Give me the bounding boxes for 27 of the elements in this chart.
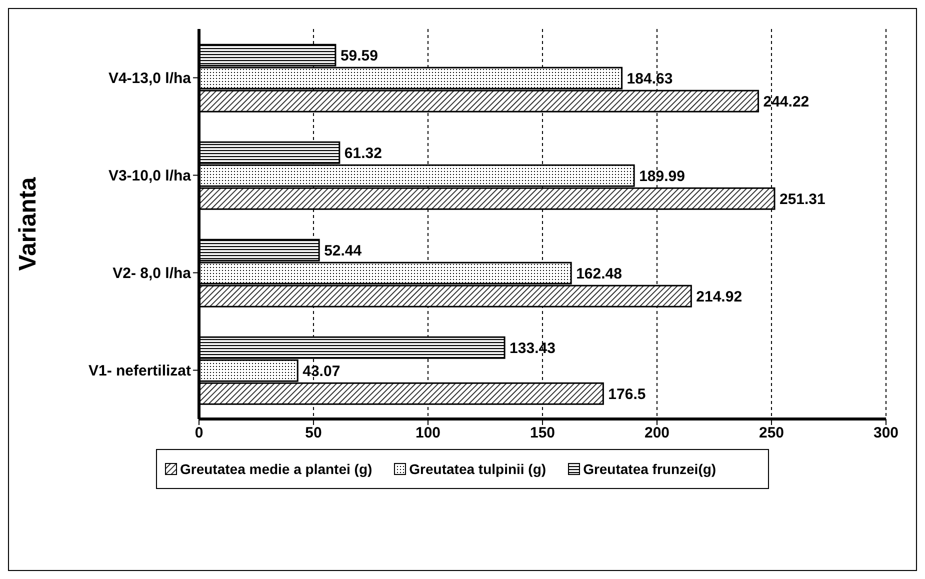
- data-label: 61.32: [344, 144, 382, 162]
- data-label: 59.59: [340, 47, 378, 64]
- data-label: 189.99: [639, 168, 685, 185]
- y-axis-title: Varianta: [14, 176, 42, 271]
- y-tick-label: V4-13,0 l/ha: [108, 70, 192, 88]
- x-tick-label: 0: [194, 424, 204, 442]
- y-tick-label: V2- 8,0 l/ha: [112, 265, 192, 282]
- legend-label: Greutatea frunzei(g): [583, 461, 716, 477]
- x-tick-label: 200: [644, 424, 670, 442]
- data-label: 176.5: [608, 386, 646, 403]
- data-label: 251.31: [780, 190, 826, 208]
- data-label: 43.07: [302, 362, 340, 380]
- x-tick-label: 300: [873, 424, 899, 442]
- x-tick-label: 100: [415, 424, 441, 442]
- x-tick-label: 250: [758, 424, 784, 442]
- y-tick-label: V1- nefertilizat: [88, 362, 191, 380]
- data-label: 214.92: [696, 288, 742, 306]
- data-label: 52.44: [324, 242, 362, 260]
- x-tick-label: 50: [305, 424, 322, 442]
- x-tick-label: 150: [530, 424, 556, 442]
- data-label: 133.43: [510, 340, 556, 357]
- data-label: 244.22: [763, 93, 810, 110]
- data-label: 162.48: [576, 265, 622, 282]
- legend-label: Greutatea tulpinii (g): [409, 461, 546, 477]
- data-label: 184.63: [626, 70, 673, 88]
- legend-label: Greutatea medie a plantei (g): [180, 461, 372, 477]
- y-tick-label: V3-10,0 l/ha: [108, 168, 192, 185]
